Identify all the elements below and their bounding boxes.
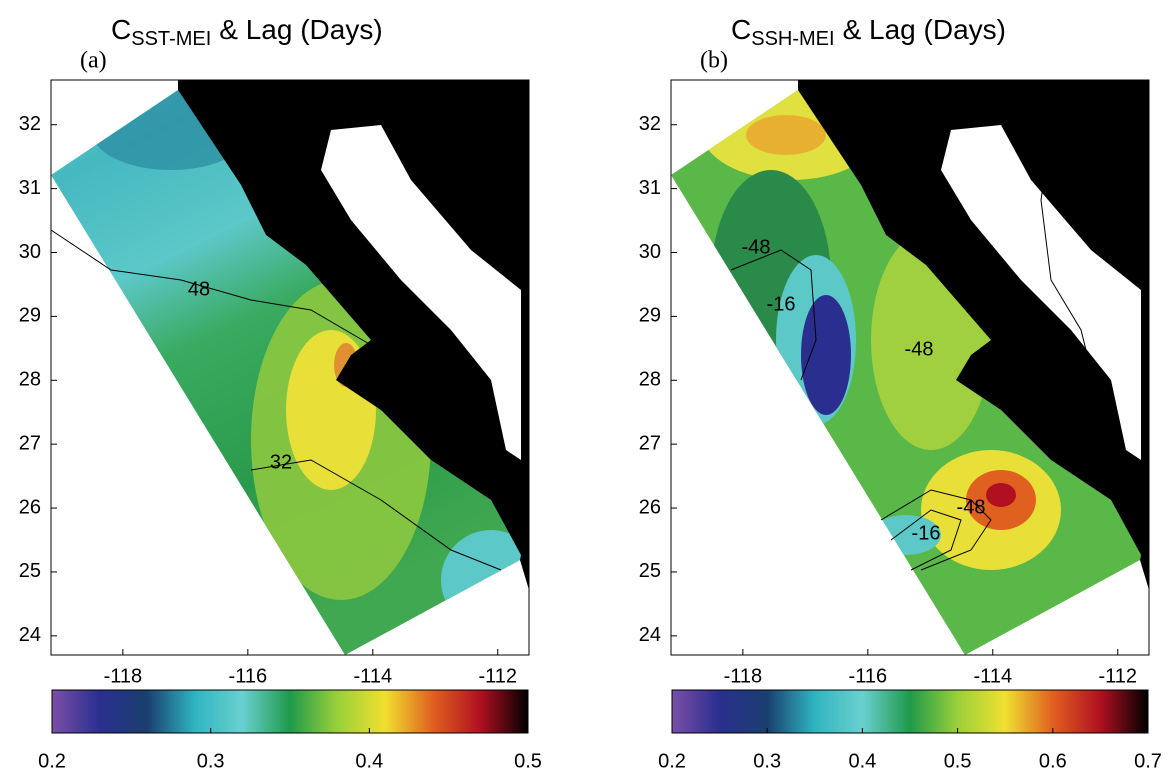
contour-label: 32 (270, 451, 292, 473)
y-tick-label: 29 (19, 305, 41, 327)
contour-line (50, 229, 372, 346)
contour-label: -48 (957, 496, 986, 518)
y-tick-label: 28 (639, 369, 661, 391)
colorbar-tick-label: 0.2 (658, 750, 686, 772)
y-tick-label: 25 (639, 560, 661, 582)
y-tick-label: 27 (639, 432, 661, 454)
contour-label: -16 (912, 522, 941, 544)
x-tick-label: -114 (974, 665, 1013, 687)
gulf (321, 125, 521, 460)
y-tick-label: 30 (639, 241, 661, 263)
panel-title: CSST-MEI & Lag (Days) (111, 14, 383, 50)
contour-line (730, 249, 817, 381)
contour-line (880, 489, 992, 571)
panel-label: (a) (80, 48, 107, 74)
colorbar-tick-label: 0.7 (1134, 750, 1162, 772)
y-tick-label: 27 (19, 432, 41, 454)
contour-label: -48 (905, 338, 934, 360)
colorbar (671, 689, 1149, 734)
y-tick-label: 25 (19, 560, 41, 582)
x-tick-label: -114 (354, 665, 393, 687)
title-main: C (111, 14, 131, 45)
colorbar-tick-label: 0.4 (848, 750, 876, 772)
colorbar-tick-label: 0.3 (753, 750, 781, 772)
map-panel: 48 32 -118 -116 -114 -112 24 25 26 27 28 29 30 31 32 CS… (19, 14, 542, 772)
colorbar-tick-label: 0.2 (38, 750, 66, 772)
contour-label: -16 (767, 293, 796, 315)
y-tick-label: 32 (19, 113, 41, 135)
title-suffix: & Lag (Days) (219, 14, 382, 45)
colorbar (51, 689, 529, 734)
x-tick-label: -116 (849, 665, 888, 687)
land (798, 80, 1149, 590)
contour-label: -48 (742, 236, 771, 258)
y-tick-label: 24 (19, 624, 41, 646)
contour-line (1040, 129, 1092, 371)
x-tick-label: -112 (1098, 665, 1137, 687)
contour-line (890, 509, 962, 571)
y-tick-label: 28 (19, 369, 41, 391)
axes-frame (50, 79, 530, 656)
map-panel: -48 -16 -48 -48 -16 -118 -116 -114 -112 24 25 26 27 2… (639, 14, 1162, 772)
contour-label: 48 (188, 278, 210, 300)
colorbar-tick-label: 0.4 (355, 750, 383, 772)
field-blob (986, 483, 1016, 507)
contour-line (250, 459, 502, 571)
title-subscript: SSH-MEI (751, 28, 834, 50)
panel-title: CSSH-MEI & Lag (Days) (731, 14, 1006, 50)
colorbar-tick-label: 0.5 (514, 750, 542, 772)
panel-label: (b) (700, 48, 728, 74)
y-tick-label: 24 (639, 624, 661, 646)
y-tick-label: 31 (19, 177, 41, 199)
title-main: C (731, 14, 751, 45)
title-subscript: SST-MEI (131, 28, 211, 50)
title-suffix: & Lag (Days) (843, 14, 1006, 45)
y-tick-label: 32 (639, 113, 661, 135)
field-blob (801, 295, 851, 415)
land (178, 80, 529, 590)
field-blob (746, 115, 826, 155)
x-tick-label: -116 (229, 665, 268, 687)
gulf (941, 125, 1141, 460)
x-tick-label: -112 (478, 665, 517, 687)
axes-frame (670, 79, 1150, 656)
y-tick-label: 30 (19, 241, 41, 263)
colorbar-tick-label: 0.3 (197, 750, 225, 772)
y-tick-label: 29 (639, 305, 661, 327)
x-tick-label: -118 (724, 665, 763, 687)
colorbar-tick-label: 0.5 (944, 750, 972, 772)
x-tick-label: -118 (104, 665, 143, 687)
y-tick-label: 31 (639, 177, 661, 199)
y-tick-label: 26 (639, 496, 661, 518)
colorbar-tick-label: 0.6 (1039, 750, 1067, 772)
y-tick-label: 26 (19, 496, 41, 518)
